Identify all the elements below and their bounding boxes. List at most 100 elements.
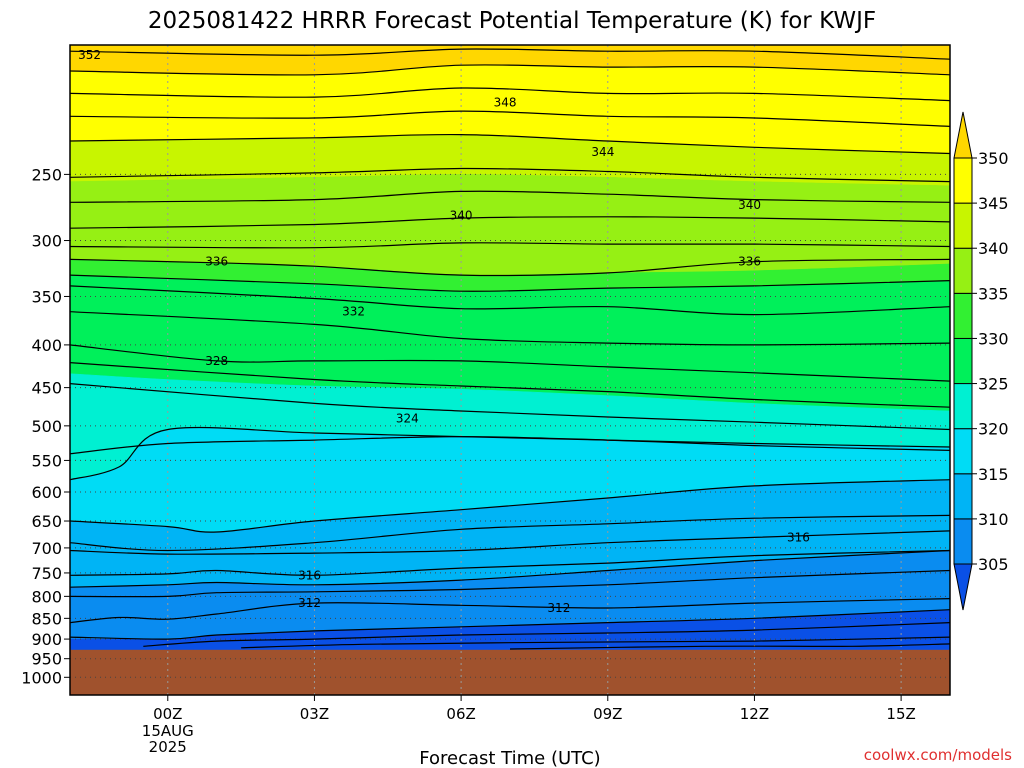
x-tick-label-3: 09Z (593, 705, 622, 723)
contour-line-10 (70, 274, 950, 292)
colorbar-segment-7 (953, 202, 973, 249)
colorbar-segment-1 (953, 473, 973, 520)
contour-line-4 (70, 133, 950, 155)
credit-text: coolwx.com/models (864, 746, 1012, 764)
y-axis: 250 300 350 400 450 500 550 600 650 700 750 800 850 9… (21, 165, 70, 687)
contour-label-11: 316 (298, 568, 321, 582)
colorbar-segment-3 (953, 383, 973, 430)
contour-line-12 (70, 311, 950, 346)
contour-label-0: 352 (78, 48, 101, 62)
contour-line-8 (70, 242, 950, 249)
contour-label-10: 316 (787, 530, 810, 544)
contour-label-5: 336 (205, 255, 228, 269)
y-tick-label-350: 350 (31, 287, 62, 306)
ground-rect (70, 649, 950, 695)
contour-line-20 (70, 530, 950, 555)
contour-line-21 (70, 549, 950, 576)
colorbar-tick-label-8: 345 (978, 194, 1009, 213)
x-date-label-0: 15AUG (142, 722, 194, 740)
colorbar-tick-label-4: 325 (978, 375, 1009, 394)
y-tick-label-400: 400 (31, 336, 62, 355)
contour-lines (70, 48, 950, 650)
contour-label-4: 340 (738, 198, 761, 212)
y-tick-label-900: 900 (31, 630, 62, 649)
contour-label-7: 332 (342, 305, 365, 319)
contour-line-28 (509, 643, 950, 650)
colorbar-segment-4 (953, 337, 973, 385)
x-tick-label-0: 00Z (153, 705, 182, 723)
x-tick-label-5: 15Z (886, 705, 915, 723)
y-tick-label-800: 800 (31, 587, 62, 606)
ground-layer (70, 649, 950, 695)
x-axis-label: Forecast Time (UTC) (419, 748, 600, 768)
contour-label-12: 312 (298, 596, 321, 610)
y-tick-label-500: 500 (31, 417, 62, 436)
colorbar-tick-label-5: 330 (978, 329, 1009, 348)
contour-line-3 (70, 110, 950, 127)
colorbar-tick-label-9: 350 (978, 149, 1009, 168)
contour-line-14 (70, 362, 950, 408)
x-tick-label-1: 03Z (300, 705, 329, 723)
y-tick-label-700: 700 (31, 539, 62, 558)
contour-label-9: 324 (396, 412, 419, 426)
contour-line-13 (70, 344, 950, 382)
contour-line-22 (70, 549, 950, 588)
contour-line-6 (70, 190, 950, 203)
colorbar-segment-2 (953, 428, 973, 475)
y-tick-label-450: 450 (31, 379, 62, 398)
y-tick-label-550: 550 (31, 451, 62, 470)
contour-line-2 (70, 87, 950, 102)
y-tick-label-750: 750 (31, 564, 62, 583)
colorbar-extend-high (953, 111, 973, 159)
contour-label-2: 344 (591, 145, 614, 159)
contour-line-0 (70, 48, 950, 60)
contour-line-19 (70, 514, 950, 552)
colorbar-extend-low (953, 563, 973, 611)
colorbar-segment-6 (953, 247, 973, 294)
contour-line-18 (70, 479, 950, 533)
contour-line-7 (70, 216, 950, 229)
contour-label-3: 340 (450, 209, 473, 223)
colorbar-segment-5 (953, 292, 973, 339)
contour-line-24 (70, 598, 950, 624)
contour-labels: 352 348 344 340 340 336 336 332 328 324 316 316 312 3… (78, 48, 810, 615)
y-tick-label-650: 650 (31, 512, 62, 531)
contour-line-5 (70, 167, 950, 183)
x-tick-label-2: 06Z (446, 705, 475, 723)
y-tick-label-850: 850 (31, 609, 62, 628)
contour-label-13: 312 (547, 601, 570, 615)
contour-line-1 (70, 64, 950, 76)
contour-line-9 (70, 258, 950, 277)
colorbar-tick-label-0: 305 (978, 555, 1009, 574)
contour-label-8: 328 (205, 354, 228, 368)
colorbar-segment-0 (953, 518, 973, 565)
filled-contour-bands (70, 45, 950, 695)
colorbar-tick-label-1: 310 (978, 510, 1009, 529)
colorbar-tick-label-6: 335 (978, 284, 1009, 303)
contour-label-1: 348 (494, 95, 517, 109)
contour-line-17 (70, 426, 950, 481)
colorbar-tick-label-3: 320 (978, 420, 1009, 439)
colorbar-tick-label-2: 315 (978, 465, 1009, 484)
y-tick-label-1000: 1000 (21, 668, 62, 687)
chart-title: 2025081422 HRRR Forecast Potential Tempe… (148, 8, 876, 34)
x-tick-label-4: 12Z (740, 705, 769, 723)
contour-line-11 (70, 285, 950, 316)
y-tick-label-950: 950 (31, 650, 62, 669)
contour-line-25 (70, 609, 950, 640)
y-tick-label-300: 300 (31, 232, 62, 251)
plot-frame (69, 44, 951, 696)
x-date-label-1: 2025 (149, 738, 187, 756)
colorbar-tick-label-7: 340 (978, 239, 1009, 258)
y-tick-label-250: 250 (31, 165, 62, 184)
contour-label-6: 336 (738, 255, 761, 269)
y-tick-label-600: 600 (31, 483, 62, 502)
colorbar: 305 310 315 320 325 330 335 340 345 350 (953, 111, 1009, 611)
contour-line-15 (70, 383, 950, 431)
colorbar-segment-8 (953, 157, 973, 204)
contour-line-27 (241, 636, 950, 649)
contour-line-26 (143, 622, 950, 647)
contour-line-23 (70, 569, 950, 598)
